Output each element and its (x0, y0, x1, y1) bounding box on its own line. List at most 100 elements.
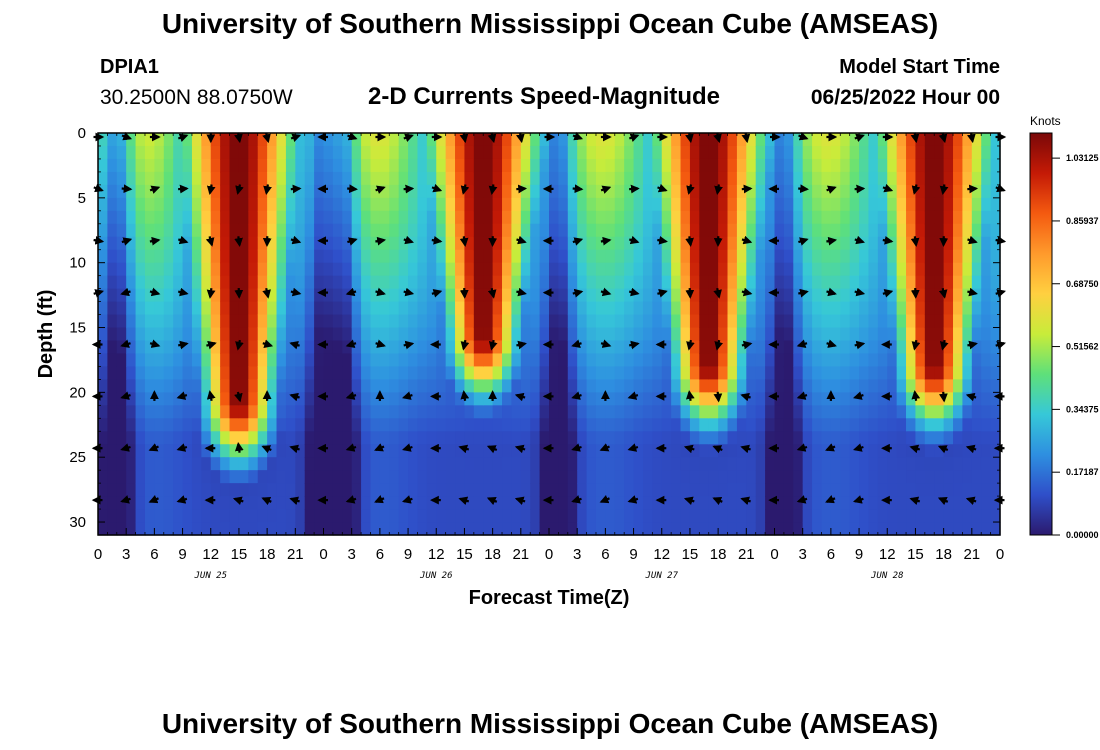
heat-cell (98, 483, 108, 497)
heat-cell (718, 288, 729, 303)
heat-cell (389, 210, 400, 225)
heat-cell (642, 353, 653, 368)
heat-cell (191, 366, 202, 380)
heat-cell (849, 301, 860, 316)
heat-cell (605, 431, 616, 445)
y-tick-label: 15 (69, 320, 86, 337)
heat-cell (464, 496, 475, 510)
heat-cell (727, 457, 738, 471)
heat-cell (229, 223, 240, 238)
heat-cell (981, 496, 992, 510)
heat-cell (915, 522, 926, 536)
y-tick-label: 20 (69, 384, 86, 401)
heat-cell (389, 223, 400, 238)
heat-cell (680, 340, 691, 355)
heat-cell (971, 288, 982, 303)
heat-cell (577, 223, 588, 238)
heat-cell (802, 327, 813, 342)
heat-cell (718, 366, 729, 380)
heat-cell (361, 314, 372, 329)
current-vector (796, 339, 808, 348)
heat-cell (652, 133, 663, 147)
heat-cell (210, 457, 221, 471)
heat-cell (859, 457, 870, 471)
heat-cell (906, 509, 917, 523)
heat-cell (624, 145, 635, 160)
colorbar-tick-label: 0.85937 (1066, 216, 1099, 226)
heat-cell (295, 353, 306, 368)
heat-cell (511, 444, 522, 458)
heat-cell (971, 314, 982, 329)
heat-cell (154, 431, 165, 445)
heat-cell (962, 366, 973, 380)
heat-cell (248, 197, 259, 212)
heat-cell (379, 418, 390, 432)
heat-cell (530, 223, 541, 238)
heat-cell (107, 444, 118, 458)
heat-cell (962, 457, 973, 471)
heat-cell (182, 457, 193, 471)
current-vector (488, 184, 498, 196)
heat-cell (887, 392, 898, 406)
heat-cell (389, 431, 400, 445)
heat-cell (483, 457, 494, 471)
heat-cell (163, 249, 174, 264)
heat-cell (896, 314, 907, 329)
heat-cell (191, 483, 202, 497)
heat-cell (962, 444, 973, 458)
current-vector (741, 235, 753, 245)
heat-cell (257, 353, 268, 368)
heat-cell (276, 171, 287, 186)
heat-cell (793, 262, 804, 277)
heat-cell (191, 133, 202, 147)
heat-cell (417, 509, 428, 523)
heat-cell (426, 431, 437, 445)
current-vector (967, 184, 979, 194)
heat-cell (436, 197, 447, 212)
heat-cell (718, 405, 729, 419)
heat-cell (859, 158, 870, 173)
current-vector (263, 184, 272, 196)
current-vector (911, 184, 921, 195)
heat-cell (116, 223, 127, 238)
heat-cell (276, 353, 287, 368)
heat-cell (765, 418, 776, 432)
heat-cell (370, 457, 381, 471)
heat-cell (755, 353, 766, 368)
heat-cell (605, 444, 616, 458)
heat-cell (361, 340, 372, 355)
heat-cell (953, 509, 964, 523)
current-vector (516, 287, 527, 297)
heat-cell (408, 301, 419, 316)
heat-cell (915, 262, 926, 277)
heat-cell (896, 353, 907, 368)
heat-cell (661, 236, 672, 251)
heat-cell (642, 275, 653, 290)
heat-cell (370, 418, 381, 432)
current-vector (516, 340, 527, 350)
heat-cell (736, 457, 747, 471)
heat-cell (689, 249, 700, 264)
heat-cell (417, 379, 428, 393)
heat-cell (210, 431, 221, 445)
heat-cell (248, 262, 259, 277)
current-vector (740, 444, 751, 454)
heat-cell (98, 431, 108, 445)
heat-cell (445, 262, 456, 277)
x-tick-label: 21 (287, 546, 304, 563)
heat-cell (962, 275, 973, 290)
heat-cell (342, 223, 353, 238)
heat-cell (868, 197, 879, 212)
current-vector (345, 391, 357, 400)
heat-cell (398, 496, 409, 510)
heat-cell (793, 249, 804, 264)
heat-cell (445, 133, 456, 147)
current-vector (177, 340, 189, 350)
heat-cell (577, 158, 588, 173)
heat-cell (595, 353, 606, 368)
heat-cell (755, 288, 766, 303)
heat-cell (163, 262, 174, 277)
current-vector (345, 339, 357, 348)
heat-cell (389, 379, 400, 393)
heat-cell (304, 418, 315, 432)
